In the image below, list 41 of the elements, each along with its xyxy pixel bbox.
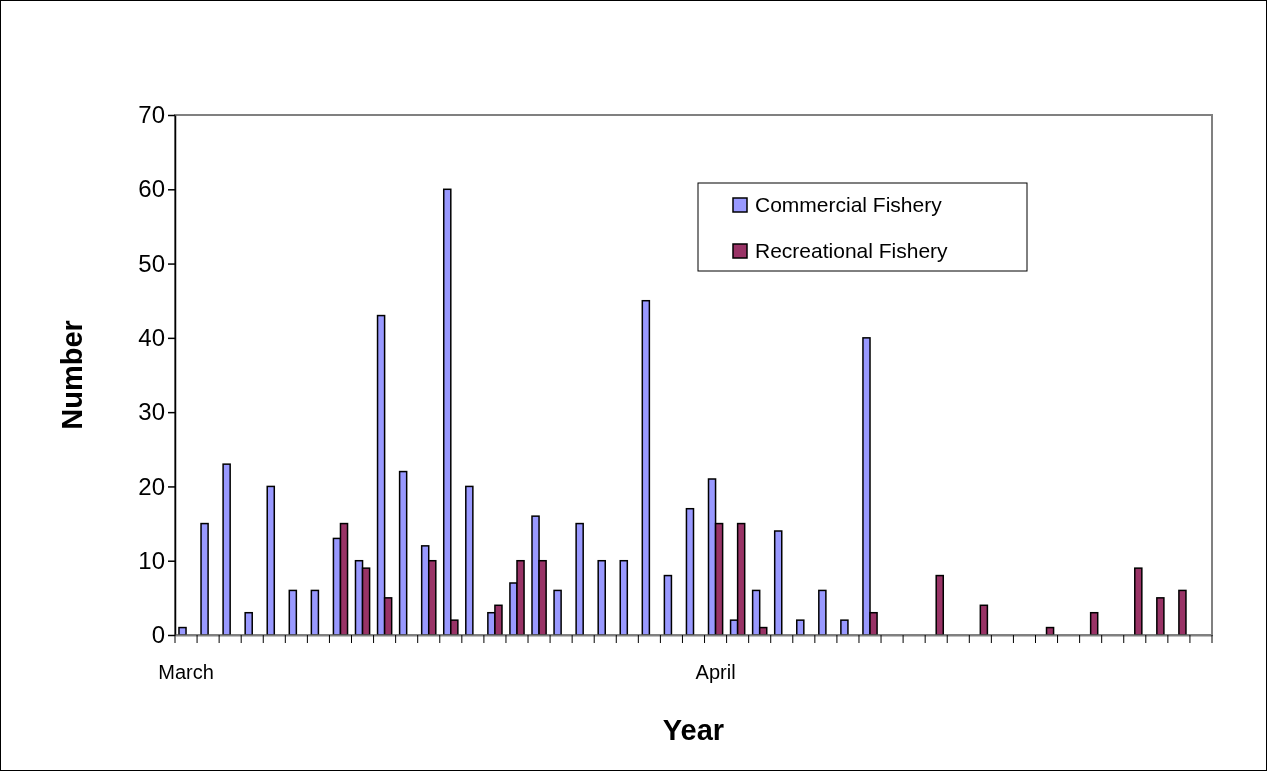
bar xyxy=(398,470,408,636)
bar xyxy=(619,559,629,636)
bar xyxy=(979,604,989,636)
x-tick-label: March xyxy=(158,661,214,684)
bar xyxy=(465,485,474,636)
bar xyxy=(1134,567,1143,636)
bar xyxy=(840,619,849,636)
y-tick-label: 60 xyxy=(138,175,165,203)
bar xyxy=(553,589,562,636)
x-axis-title: Year xyxy=(662,714,725,746)
bar xyxy=(597,559,606,636)
x-tick-label: April xyxy=(695,661,736,684)
legend-label: Recreational Fishery xyxy=(755,239,949,262)
y-tick-label: 0 xyxy=(151,621,165,649)
bar xyxy=(266,485,276,636)
bar xyxy=(796,619,805,636)
bar xyxy=(1156,597,1165,636)
bar xyxy=(773,530,783,636)
y-tick-label: 20 xyxy=(138,472,165,500)
bar xyxy=(288,589,298,636)
bar xyxy=(935,574,945,636)
y-tick-label: 70 xyxy=(138,101,165,129)
bar xyxy=(310,589,320,636)
bar xyxy=(1089,611,1099,636)
bar xyxy=(818,589,827,636)
legend-label: Commercial Fishery xyxy=(755,193,943,216)
y-tick-label: 10 xyxy=(138,546,165,574)
bar xyxy=(663,574,673,636)
bar xyxy=(200,522,209,636)
bar xyxy=(575,522,584,636)
y-tick-label: 50 xyxy=(138,249,165,277)
bar xyxy=(641,299,651,636)
bar xyxy=(685,507,695,636)
y-axis-title: Number xyxy=(56,320,88,430)
bar xyxy=(178,626,187,636)
bar xyxy=(1178,589,1187,636)
y-tick-label: 30 xyxy=(138,398,165,426)
bar xyxy=(1045,626,1055,636)
bar xyxy=(244,611,253,636)
bar xyxy=(222,463,231,636)
y-tick-label: 40 xyxy=(138,324,165,352)
